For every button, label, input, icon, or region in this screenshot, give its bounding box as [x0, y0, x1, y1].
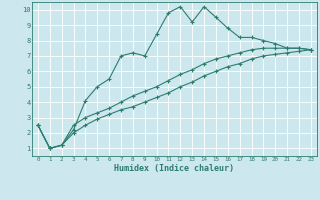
- X-axis label: Humidex (Indice chaleur): Humidex (Indice chaleur): [115, 164, 234, 173]
